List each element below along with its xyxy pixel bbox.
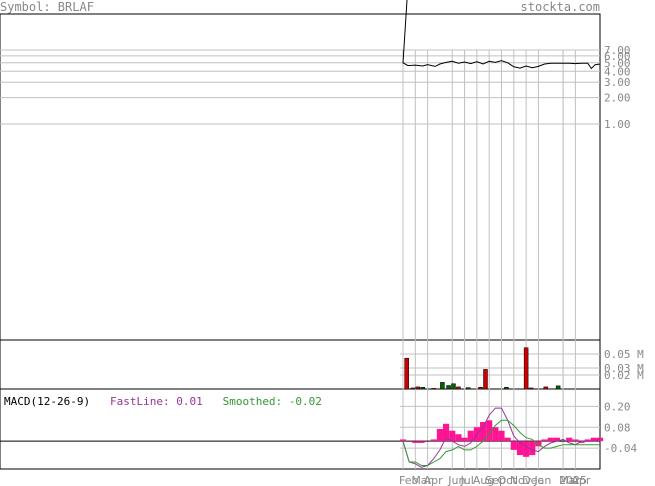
volume-bar — [543, 386, 549, 390]
macd-histogram-bar — [572, 439, 579, 442]
macd-legend: MACD(12-26-9) FastLine: 0.01 Smoothed: -… — [4, 395, 322, 409]
macd-title: MACD(12-26-9) — [4, 395, 91, 408]
volume-bar — [440, 382, 445, 390]
macd-histogram-bar — [547, 437, 554, 442]
macd-histogram-bar — [504, 437, 511, 442]
volume-panel-frame — [0, 339, 601, 390]
volume-bar — [415, 386, 421, 390]
macd-histogram-bar — [566, 437, 573, 442]
volume-bar — [504, 387, 509, 390]
price-tick-label: 1.00 — [604, 118, 631, 131]
x-tick-label: Feb — [399, 474, 418, 486]
volume-bar — [431, 388, 437, 390]
volume-bar — [404, 357, 409, 390]
fastline-value: 0.01 — [176, 395, 203, 408]
price-layer — [402, 0, 601, 70]
site-label: stockta.com — [520, 0, 600, 14]
volume-bar — [478, 387, 483, 390]
macd-smoothed-line — [402, 419, 600, 466]
smoothed-label: Smoothed: — [222, 395, 283, 408]
smoothed-value: -0.02 — [288, 395, 322, 408]
price-line — [402, 0, 601, 70]
macd-histogram-bar — [461, 437, 468, 442]
x-tick-label: Nov — [510, 474, 532, 486]
macd-histogram-bar — [535, 441, 542, 447]
price-tick-label: 5.00 — [604, 57, 631, 70]
macd-histogram-bar — [529, 441, 536, 456]
price-tick-label: 7.00 — [604, 44, 631, 57]
macd-layer — [0, 407, 604, 468]
macd-histogram-bar — [399, 439, 407, 442]
macd-histogram-bar — [590, 437, 597, 442]
macd-histogram-bar — [455, 434, 462, 442]
macd-histogram-bar — [418, 441, 425, 443]
volume-bar — [483, 369, 488, 390]
x-tick-label: Mar — [411, 474, 432, 486]
macd-histogram-bar — [486, 420, 493, 442]
x-tick-label: 2025 — [559, 474, 587, 486]
macd-tick-label: 0.08 — [604, 421, 631, 434]
x-tick-label: Mar — [559, 474, 580, 486]
macd-histogram-bar — [584, 439, 591, 442]
macd-histogram-bar — [443, 423, 450, 442]
macd-tick-label: -0.04 — [604, 442, 637, 455]
macd-histogram-bar — [430, 439, 437, 442]
macd-histogram-bar — [553, 437, 560, 442]
x-tick-label: Dec — [522, 474, 543, 486]
price-tick-label: 4.00 — [604, 65, 631, 78]
macd-fastline — [402, 407, 601, 468]
price-tick-label: 2.00 — [604, 92, 631, 105]
volume-tick-label: 0.05 M — [604, 348, 644, 361]
volume-bar — [410, 387, 416, 390]
macd-histogram-bar — [523, 441, 530, 457]
grid-layer — [0, 49, 600, 469]
volume-bar — [446, 385, 451, 390]
volume-bar — [451, 383, 456, 390]
x-tick-label: Sep — [485, 474, 506, 486]
fastline-label: FastLine: — [109, 395, 170, 408]
macd-histogram-bar — [412, 441, 419, 443]
volume-bar — [528, 387, 534, 390]
x-tick-label: Aug — [473, 474, 494, 486]
macd-histogram-bar — [578, 441, 585, 443]
x-tick-label: Oct — [498, 474, 518, 486]
symbol-label: Symbol: BRLAF — [0, 0, 94, 14]
x-tick-label: Jun — [447, 474, 465, 486]
macd-histogram-bar — [449, 430, 456, 442]
volume-bar — [420, 387, 425, 390]
volume-tick-label: 0.03 M — [604, 362, 644, 375]
volume-bar — [523, 347, 529, 390]
macd-panel-frame — [0, 388, 601, 470]
x-tick-label: Apr — [571, 474, 591, 486]
macd-histogram-bar — [516, 441, 524, 456]
x-tick-label: Jul — [460, 474, 474, 486]
macd-histogram-bar — [541, 439, 548, 442]
volume-bar — [456, 386, 461, 390]
volume-bar — [555, 385, 561, 390]
x-tick-label: Jan — [533, 474, 551, 486]
macd-histogram-bar — [492, 427, 499, 442]
x-tick-label: Apr — [424, 474, 444, 486]
macd-histogram-bar — [498, 430, 505, 442]
price-tick-label: 6.00 — [604, 50, 631, 63]
price-tick-label: 3.00 — [604, 76, 631, 89]
macd-histogram-bar — [479, 422, 487, 442]
macd-histogram-bar — [436, 429, 444, 442]
volume-bar — [466, 387, 471, 390]
macd-histogram-bar — [510, 441, 517, 450]
macd-histogram-bar — [467, 430, 474, 442]
volume-layer — [404, 347, 561, 390]
volume-tick-label: 0.02 M — [604, 369, 644, 382]
macd-tick-label: 0.20 — [604, 400, 631, 413]
